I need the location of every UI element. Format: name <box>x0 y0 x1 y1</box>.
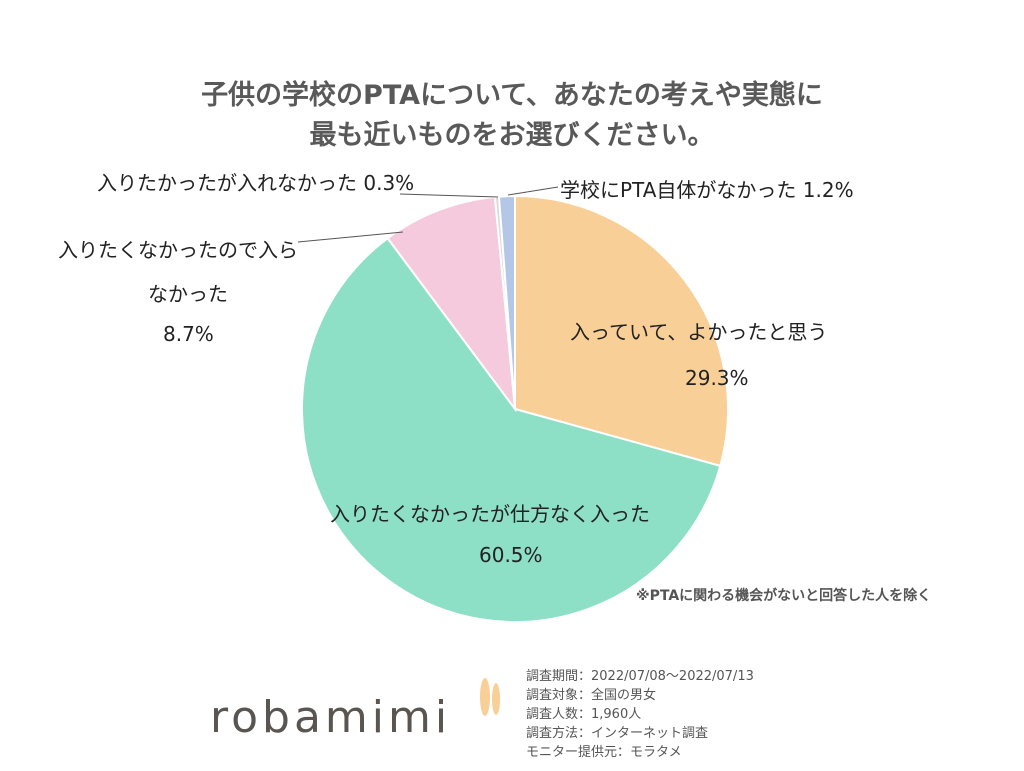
survey-method: 調査方法：インターネット調査 <box>526 726 709 741</box>
slice-yokatta <box>514 194 729 468</box>
slice-value-hairanakatta: 8.7% <box>163 322 214 346</box>
leader-line-8-7pct <box>297 231 404 243</box>
slice-label-shikatanaku: 入りたくなかったが仕方なく入った <box>330 502 650 526</box>
slice-pta-nashi <box>497 194 516 410</box>
slice-value-yokatta: 29.3% <box>685 366 749 390</box>
survey-provider: モニター提供元：モラタメ <box>526 745 682 760</box>
footnote: ※PTAに関わる機会がないと回答した人を除く <box>636 588 932 604</box>
slice-value-shikatanaku: 60.5% <box>479 543 543 567</box>
survey-target: 調査対象：全国の男女 <box>526 688 657 703</box>
slice-shikatanaku <box>301 236 722 624</box>
survey-count: 調査人数：1,960人 <box>526 707 642 722</box>
survey-period: 調査期間：2022/07/08～2022/07/13 <box>526 669 754 684</box>
chart-title: 子供の学校のPTAについて、あなたの考えや実態に 最も近いものをお選びください。 <box>0 76 1024 156</box>
leader-line-0-3pct <box>399 193 499 198</box>
robamimi-logo: robamimi <box>210 692 452 743</box>
slice-label-hairenakatta: 入りたかったが入れなかった 0.3% <box>97 171 415 195</box>
title-line-2: 最も近いものをお選びください。 <box>309 120 715 151</box>
slice-label-yokatta: 入っていて、よかったと思う <box>570 320 828 344</box>
survey-info: 調査期間：2022/07/08～2022/07/13 調査対象：全国の男女 調査… <box>526 667 754 762</box>
rabbit-ears-icon <box>480 678 500 716</box>
leader-line-1-2pct <box>507 186 559 196</box>
slice-label-hairanakatta-2: なかった <box>148 282 228 306</box>
slice-hairanakatta <box>386 195 517 413</box>
slice-label-nakatta: 学校にPTA自体がなかった 1.2% <box>560 178 854 202</box>
title-line-1: 子供の学校のPTAについて、あなたの考えや実態に <box>201 80 823 111</box>
slice-label-hairanakatta-1: 入りたくなかったので入ら <box>58 238 298 262</box>
